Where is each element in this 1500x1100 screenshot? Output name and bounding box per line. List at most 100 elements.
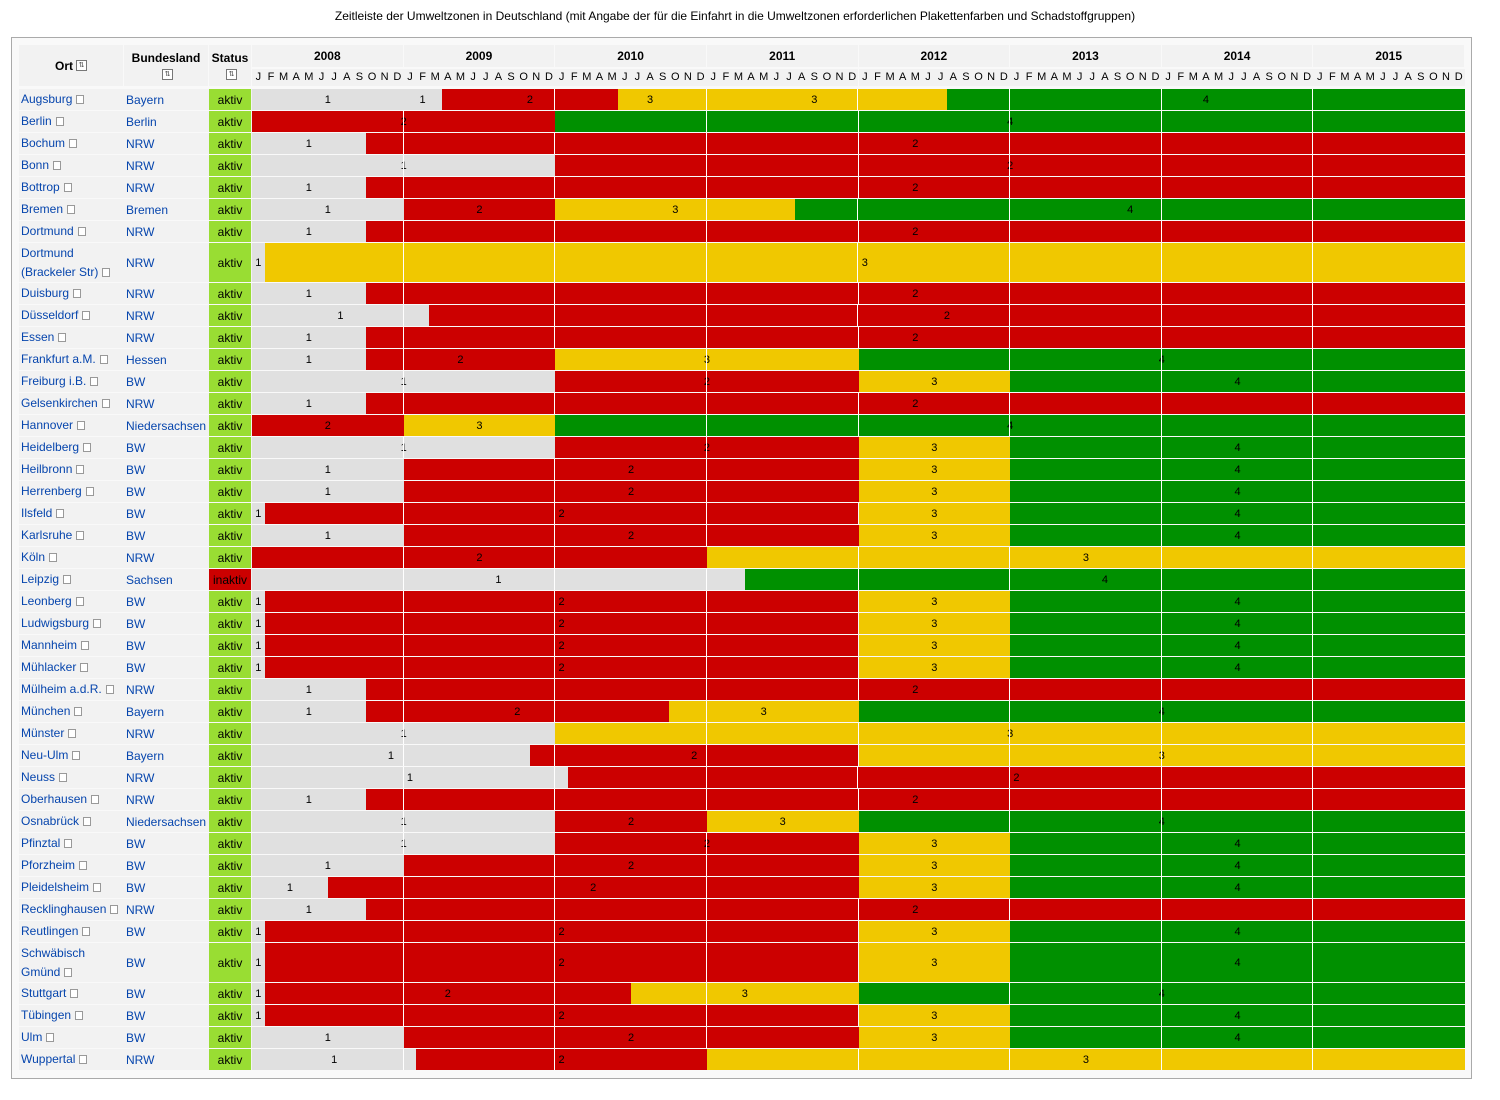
sort-icon[interactable]: ⇅ [162,69,173,80]
bundesland-link[interactable]: NRW [126,308,155,323]
ort-name[interactable]: Osnabrück [21,812,92,831]
bundesland-link[interactable]: NRW [126,255,155,270]
ort-link[interactable]: Berlin [19,111,123,132]
ort-link[interactable]: Stuttgart [19,983,123,1004]
ort-name[interactable]: Pleidelsheim [21,878,102,897]
ort-link[interactable]: Schwäbisch Gmünd [19,943,123,982]
ort-link[interactable]: Heilbronn [19,459,123,480]
ort-link[interactable]: Ulm [19,1027,123,1048]
ort-name[interactable]: Bottrop [21,178,72,197]
ort-name[interactable]: Mühlacker [21,658,89,677]
ort-name[interactable]: Ulm [21,1028,55,1047]
bundesland-link[interactable]: BW [126,924,146,939]
bundesland-link[interactable]: BW [126,986,146,1001]
ort-name[interactable]: Freiburg i.B. [21,372,99,391]
ort-name[interactable]: Hannover [21,416,86,435]
bundesland-link[interactable]: BW [126,858,146,873]
ort-name[interactable]: Dortmund [21,222,86,241]
ort-link[interactable]: Köln [19,547,123,568]
ort-link[interactable]: Bottrop [19,177,123,198]
ort-link[interactable]: Leipzig [19,569,123,590]
bundesland-link[interactable]: NRW [126,224,155,239]
bundesland-link[interactable]: NRW [126,682,155,697]
ort-name[interactable]: Köln [21,548,58,567]
ort-name[interactable]: Leonberg [21,592,84,611]
bundesland-link[interactable]: BW [126,638,146,653]
bundesland-link[interactable]: Niedersachsen [126,418,207,433]
bundesland-link[interactable]: NRW [126,770,155,785]
ort-name[interactable]: Heilbronn [21,460,85,479]
ort-name[interactable]: Oberhausen [21,790,100,809]
ort-name[interactable]: Reutlingen [21,922,91,941]
ort-name[interactable]: Leipzig [21,570,72,589]
sort-icon[interactable]: ⇅ [226,69,237,80]
ort-link[interactable]: Münster [19,723,123,744]
ort-name[interactable]: Düsseldorf [21,306,91,325]
ort-name[interactable]: Berlin [21,112,64,131]
bundesland-link[interactable]: BW [126,660,146,675]
bundesland-link[interactable]: NRW [126,902,155,917]
ort-link[interactable]: Frankfurt a.M. [19,349,123,370]
bundesland-link[interactable]: NRW [126,726,155,741]
ort-name[interactable]: Ludwigsburg [21,614,102,633]
ort-link[interactable]: Heidelberg [19,437,123,458]
ort-name[interactable]: Neu-Ulm [21,746,81,765]
ort-link[interactable]: Pforzheim [19,855,123,876]
ort-link[interactable]: Hannover [19,415,123,436]
ort-link[interactable]: Düsseldorf [19,305,123,326]
ort-link[interactable]: Recklinghausen [19,899,123,920]
ort-name[interactable]: Stuttgart [21,984,79,1003]
bundesland-link[interactable]: BW [126,955,146,970]
bundesland-link[interactable]: NRW [126,1052,155,1067]
ort-name[interactable]: Neuss [21,768,68,787]
ort-link[interactable]: Freiburg i.B. [19,371,123,392]
bundesland-link[interactable]: BW [126,374,146,389]
ort-link[interactable]: Leonberg [19,591,123,612]
bundesland-link[interactable]: Bayern [126,92,165,107]
bundesland-link[interactable]: BW [126,616,146,631]
ort-link[interactable]: Ludwigsburg [19,613,123,634]
bundesland-link[interactable]: BW [126,880,146,895]
bundesland-link[interactable]: NRW [126,792,155,807]
ort-link[interactable]: Reutlingen [19,921,123,942]
ort-name[interactable]: Bonn [21,156,62,175]
ort-name[interactable]: Essen [21,328,67,347]
ort-link[interactable]: Bremen [19,199,123,220]
ort-name[interactable]: Bochum [21,134,78,153]
ort-link[interactable]: Pleidelsheim [19,877,123,898]
bundesland-link[interactable]: NRW [126,330,155,345]
ort-link[interactable]: Mühlacker [19,657,123,678]
ort-link[interactable]: Neuss [19,767,123,788]
ort-name[interactable]: Wuppertal [21,1050,88,1069]
bundesland-link[interactable]: NRW [126,136,155,151]
ort-name[interactable]: Münster [21,724,77,743]
ort-name[interactable]: Pforzheim [21,856,88,875]
bundesland-link[interactable]: NRW [126,180,155,195]
bundesland-link[interactable]: Bayern [126,704,165,719]
bundesland-link[interactable]: BW [126,506,146,521]
ort-link[interactable]: Mannheim [19,635,123,656]
bundesland-link[interactable]: NRW [126,396,155,411]
ort-link[interactable]: Herrenberg [19,481,123,502]
bundesland-link[interactable]: BW [126,594,146,609]
ort-link[interactable]: München [19,701,123,722]
column-header-ort[interactable]: Ort ⇅ [19,45,123,86]
bundesland-link[interactable]: Bayern [126,748,165,763]
ort-link[interactable]: Neu-Ulm [19,745,123,766]
ort-link[interactable]: Karlsruhe [19,525,123,546]
bundesland-link[interactable]: Bremen [126,202,169,217]
ort-link[interactable]: Gelsenkirchen [19,393,123,414]
ort-link[interactable]: Osnabrück [19,811,123,832]
bundesland-link[interactable]: BW [126,484,146,499]
bundesland-link[interactable]: BW [126,836,146,851]
bundesland-link[interactable]: Hessen [126,352,167,367]
ort-name[interactable]: Recklinghausen [21,900,119,919]
ort-link[interactable]: Mülheim a.d.R. [19,679,123,700]
sort-icon[interactable]: ⇅ [76,60,87,71]
bundesland-link[interactable]: BW [126,440,146,455]
ort-name[interactable]: Ilsfeld [21,504,65,523]
ort-link[interactable]: Dortmund [19,221,123,242]
column-header-status[interactable]: Status ⇅ [209,45,251,86]
ort-name[interactable]: Heidelberg [21,438,92,457]
ort-link[interactable]: Oberhausen [19,789,123,810]
